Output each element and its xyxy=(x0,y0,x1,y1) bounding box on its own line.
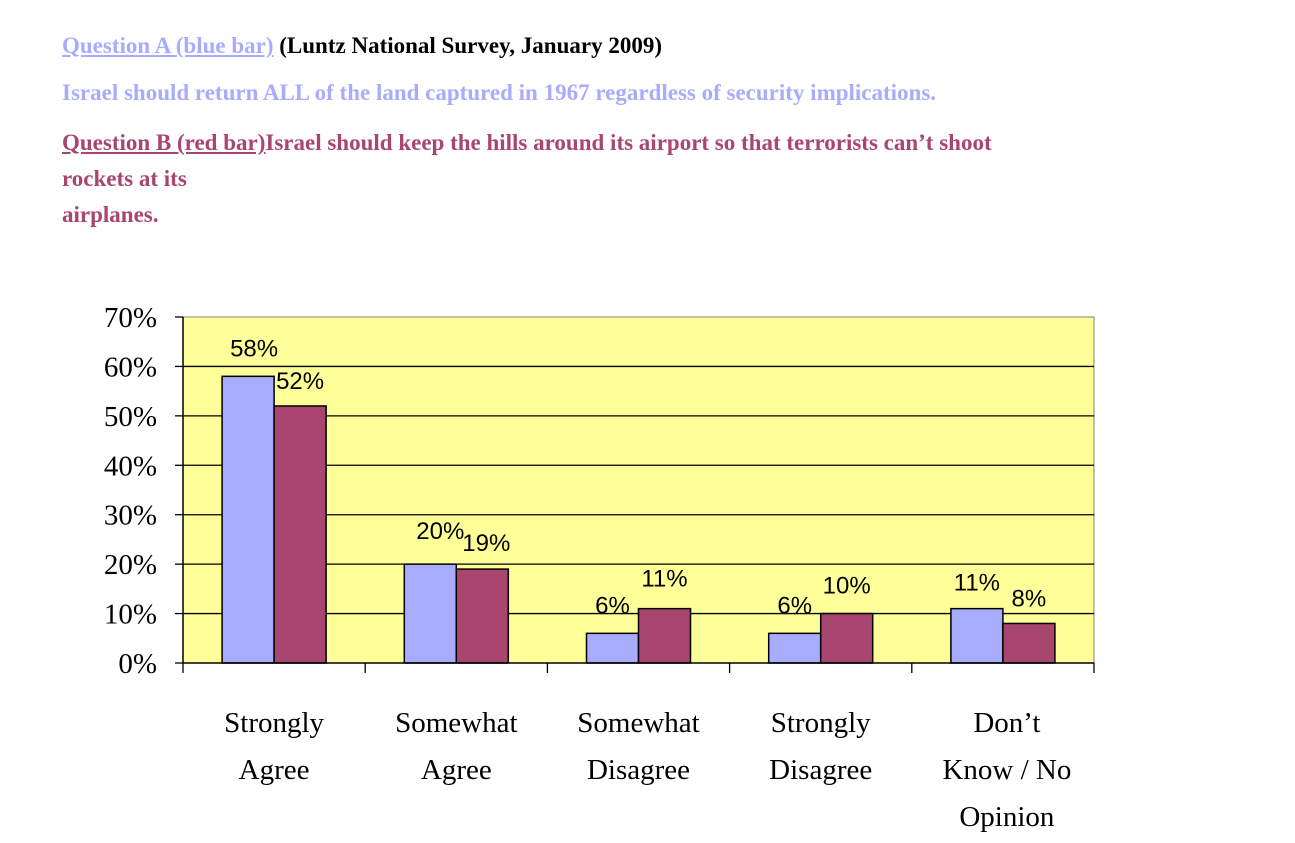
bar xyxy=(637,607,692,664)
plot-area xyxy=(182,316,1095,664)
bar xyxy=(950,607,1004,664)
data-label: 20% xyxy=(416,518,464,545)
labels: 0% 10% 20% 30% 40% 50% 60% 70% 58% 52% Strongly Agr… xyxy=(104,302,1072,833)
y-tick-label: 0% xyxy=(118,648,157,680)
bar xyxy=(221,375,275,664)
question-b-text-line3: airplanes. xyxy=(62,202,159,227)
question-b-block: Question B (red bar)Israel should keep t… xyxy=(62,125,1262,233)
x-category-label: Somewhat xyxy=(395,707,517,739)
x-category-label: Somewhat xyxy=(577,707,699,739)
x-category-label: Know / No xyxy=(942,754,1071,786)
x-category-label: Agree xyxy=(421,754,492,786)
y-tick-label: 30% xyxy=(104,500,157,532)
y-tick-label: 40% xyxy=(104,450,157,482)
data-label: 11% xyxy=(641,566,687,593)
data-label: 19% xyxy=(462,530,510,557)
y-tick-label: 20% xyxy=(104,549,157,581)
question-b-text-line1: Israel should keep the hills around its … xyxy=(265,130,992,155)
bar xyxy=(1002,622,1056,664)
x-category-label: Strongly xyxy=(771,707,871,739)
x-category-label: Disagree xyxy=(769,754,872,786)
x-category-label: Opinion xyxy=(959,801,1055,833)
x-category-label: Agree xyxy=(239,754,310,786)
y-tick-label: 10% xyxy=(104,599,157,631)
data-label: 52% xyxy=(276,368,324,395)
question-b-link[interactable]: Question B (red bar) xyxy=(62,130,266,155)
y-tick-label: 60% xyxy=(104,351,157,383)
bar xyxy=(819,612,874,664)
header: Question A (blue bar) (Luntz National Su… xyxy=(62,30,1262,233)
bar xyxy=(403,563,458,664)
gridlines xyxy=(183,365,1094,615)
question-a-heading: Question A (blue bar) (Luntz National Su… xyxy=(62,30,1262,61)
data-label: 6% xyxy=(777,592,812,619)
question-b-text-line2: rockets at its xyxy=(62,166,187,191)
bar xyxy=(273,405,327,664)
question-a-source: (Luntz National Survey, January 2009) xyxy=(279,33,662,58)
x-category-label: Strongly xyxy=(224,707,324,739)
bar xyxy=(455,568,510,664)
question-a-text: Israel should return ALL of the land cap… xyxy=(62,80,937,105)
bar xyxy=(585,632,640,664)
data-label: 6% xyxy=(595,592,630,619)
data-label: 58% xyxy=(230,335,278,362)
x-category-label: Don’t xyxy=(973,707,1040,739)
x-category-label: Disagree xyxy=(587,754,690,786)
bar xyxy=(767,632,822,664)
data-label: 10% xyxy=(823,573,871,600)
data-label: 8% xyxy=(1012,585,1047,612)
bars xyxy=(221,375,1056,664)
y-tick-label: 50% xyxy=(104,401,157,433)
data-label: 11% xyxy=(954,570,1000,597)
y-tick-label: 70% xyxy=(104,302,157,334)
axes xyxy=(175,316,1095,673)
question-a-link[interactable]: Question A (blue bar) xyxy=(62,33,274,58)
